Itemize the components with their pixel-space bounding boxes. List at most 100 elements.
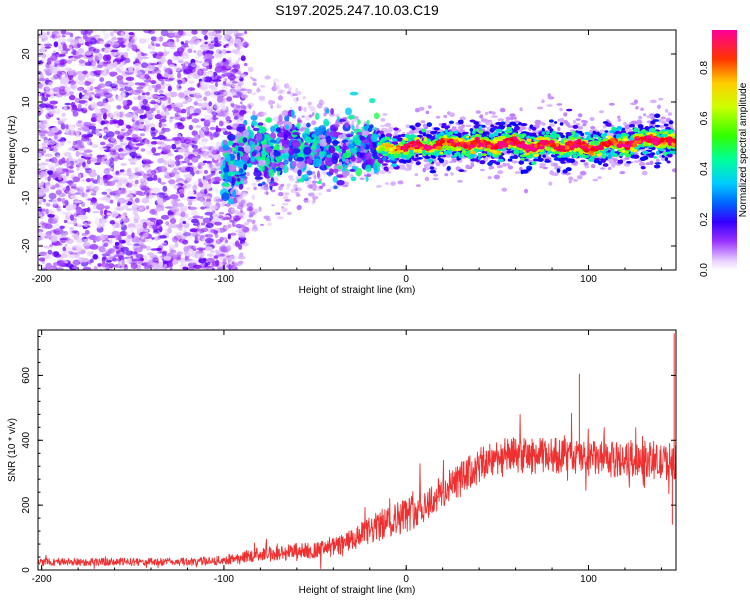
noise-blob: [151, 237, 155, 240]
ridge-blob: [557, 126, 561, 132]
noise-blob: [80, 179, 87, 182]
noise-blob: [116, 75, 124, 81]
noise-blob: [171, 200, 178, 207]
noise-blob: [68, 165, 74, 169]
noise-blob: [162, 243, 169, 246]
ridge-blob: [548, 181, 553, 186]
ridge-blob: [457, 179, 463, 183]
noise-blob: [154, 207, 163, 212]
noise-blob: [109, 31, 115, 37]
noise-blob: [64, 243, 68, 247]
noise-blob: [143, 181, 148, 186]
noise-blob: [229, 62, 235, 65]
transition-blob: [227, 140, 234, 146]
noise-blob: [132, 189, 137, 195]
noise-blob: [170, 252, 178, 256]
noise-blob: [67, 140, 71, 144]
noise-blob: [39, 198, 44, 202]
noise-blob: [284, 192, 290, 196]
ridge-blob: [655, 158, 660, 163]
noise-blob: [126, 129, 132, 136]
noise-blob: [198, 140, 208, 146]
ridge-blob: [576, 175, 583, 180]
transition-blob: [250, 115, 258, 121]
ridge-blob: [513, 116, 517, 120]
noise-blob: [85, 229, 90, 235]
transition-blob: [297, 169, 302, 177]
noise-blob: [60, 77, 69, 85]
noise-blob: [289, 86, 292, 91]
ridge-blob: [630, 102, 637, 106]
noise-blob: [225, 217, 233, 221]
noise-blob: [47, 139, 55, 146]
noise-blob: [57, 139, 64, 142]
noise-blob: [227, 233, 231, 240]
ridge-blob: [435, 115, 441, 119]
noise-blob: [73, 55, 81, 60]
noise-blob: [134, 197, 140, 204]
noise-blob: [251, 227, 259, 232]
noise-blob: [227, 259, 233, 265]
noise-blob: [117, 245, 125, 248]
noise-blob: [231, 49, 239, 54]
noise-blob: [100, 234, 105, 241]
noise-blob: [99, 77, 105, 83]
noise-blob: [103, 215, 108, 219]
transition-blob: [345, 107, 352, 116]
noise-blob: [47, 249, 53, 255]
transition-blob: [222, 183, 231, 188]
ridge-blob: [428, 105, 432, 109]
noise-blob: [231, 89, 234, 94]
noise-blob: [231, 203, 239, 207]
transition-blob: [350, 155, 356, 162]
ridge-blob: [406, 131, 413, 135]
noise-blob: [169, 32, 176, 36]
noise-blob: [125, 250, 133, 256]
noise-blob: [45, 262, 53, 270]
noise-blob: [199, 216, 204, 220]
noise-blob: [167, 96, 171, 104]
noise-blob: [134, 70, 142, 76]
noise-blob: [46, 53, 51, 59]
ridge-blob: [559, 117, 565, 123]
transition-blob: [234, 145, 239, 154]
noise-blob: [238, 57, 241, 61]
noise-blob: [321, 182, 326, 187]
noise-blob: [193, 50, 197, 53]
noise-blob: [229, 232, 237, 236]
transition-blob: [334, 124, 340, 128]
noise-blob: [107, 173, 112, 180]
transition-blob: [236, 152, 241, 161]
noise-blob: [207, 184, 211, 190]
ridge-blob: [580, 132, 585, 137]
noise-blob: [48, 192, 57, 200]
noise-blob: [119, 151, 127, 154]
noise-blob: [153, 103, 159, 110]
transition-blob: [356, 152, 364, 158]
noise-blob: [247, 66, 254, 73]
noise-blob: [228, 264, 238, 270]
noise-blob: [208, 174, 214, 177]
noise-blob: [58, 64, 66, 68]
noise-blob: [57, 174, 63, 181]
noise-blob: [188, 124, 194, 131]
noise-blob: [86, 159, 92, 165]
noise-blob: [175, 223, 184, 229]
noise-blob: [304, 197, 309, 200]
noise-blob: [308, 114, 313, 118]
transition-blob: [296, 122, 301, 130]
noise-blob: [66, 59, 73, 64]
ridge-blob: [579, 170, 587, 176]
ridge-blob: [507, 158, 513, 162]
noise-blob: [45, 113, 51, 120]
ridge-blob: [589, 117, 595, 121]
noise-blob: [283, 196, 288, 199]
transition-blob: [280, 154, 289, 160]
noise-blob: [146, 113, 155, 118]
noise-blob: [207, 227, 215, 235]
ridge-blob: [518, 160, 525, 165]
noise-blob: [103, 168, 111, 175]
noise-blob: [44, 176, 48, 181]
noise-blob: [89, 201, 98, 206]
transition-blob: [306, 122, 311, 128]
